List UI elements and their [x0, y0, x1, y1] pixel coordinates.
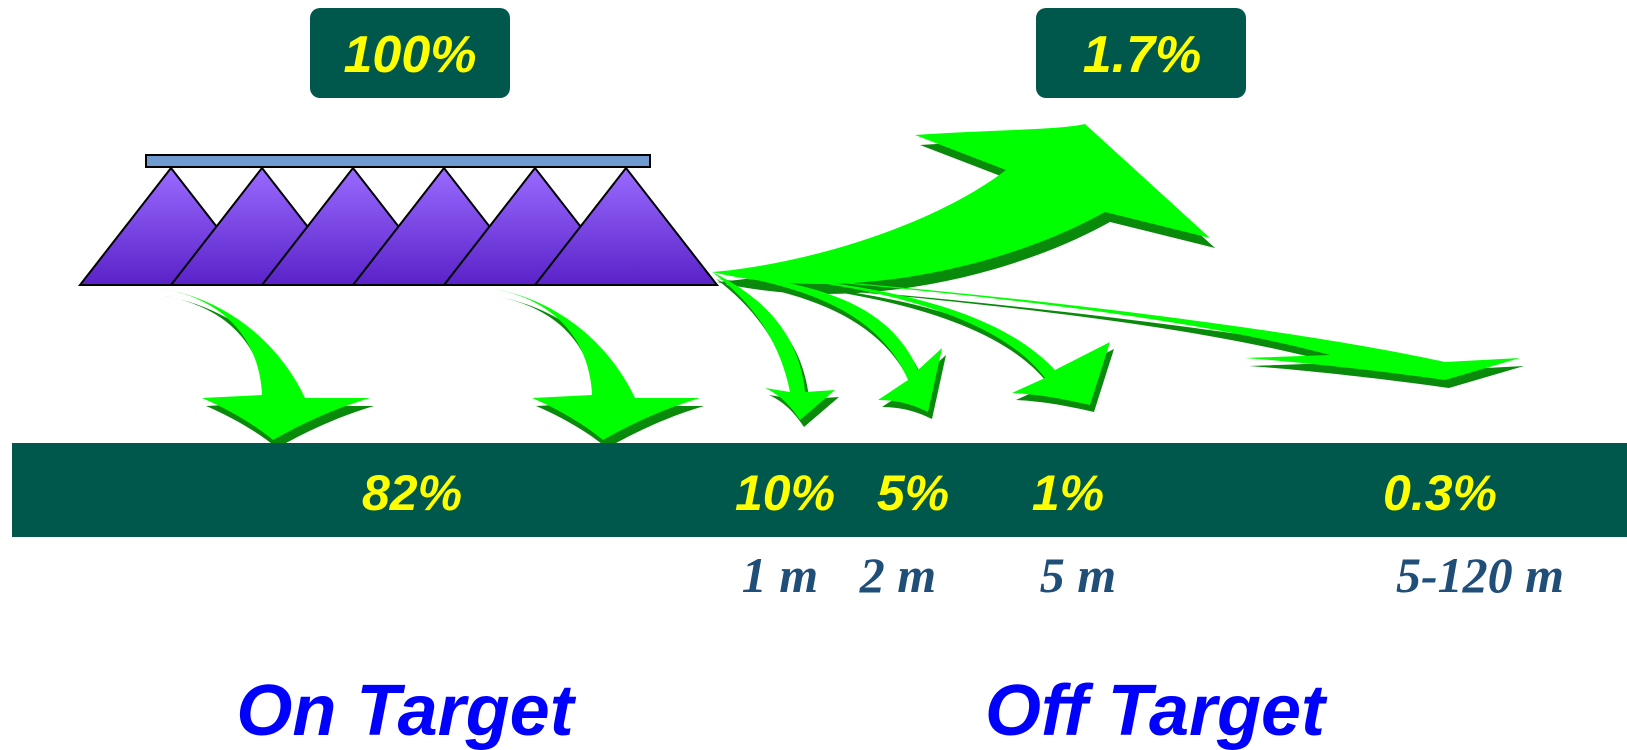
- drift-2m-arrow-icon: [712, 272, 946, 419]
- total-output-box: 100%: [310, 8, 510, 98]
- drift-far-arrow-icon: [712, 272, 1524, 388]
- drift-1m-percent: 10%: [735, 465, 835, 521]
- drift-5m-percent: 1%: [1032, 465, 1104, 521]
- distance-far: 5-120 m: [1396, 547, 1564, 603]
- distance-5m: 5 m: [1040, 547, 1116, 603]
- on-target-title: On Target: [236, 671, 576, 750]
- on-target-arrow-icon: [160, 288, 374, 448]
- off-target-title: Off Target: [985, 671, 1328, 750]
- drift-far-percent: 0.3%: [1383, 465, 1497, 521]
- drift-up-arrow-icon: [712, 124, 1215, 295]
- spray-fan-icon: [77, 166, 720, 286]
- drift-up-label: 1.7%: [1083, 26, 1202, 84]
- drift-5m-arrow-icon: [712, 272, 1114, 412]
- drift-up-box: 1.7%: [1036, 8, 1246, 98]
- total-output-label: 100%: [344, 26, 477, 84]
- on-target-percent: 82%: [362, 465, 462, 521]
- spray-boom-icon: [145, 154, 651, 168]
- drift-2m-percent: 5%: [877, 465, 949, 521]
- on-target-arrow-icon: [490, 288, 704, 448]
- distance-1m: 1 m: [742, 547, 818, 603]
- drift-1m-arrow-icon: [712, 272, 839, 427]
- ground-band: 82% 10% 5% 1% 0.3%: [12, 443, 1627, 537]
- distance-2m: 2 m: [859, 547, 936, 603]
